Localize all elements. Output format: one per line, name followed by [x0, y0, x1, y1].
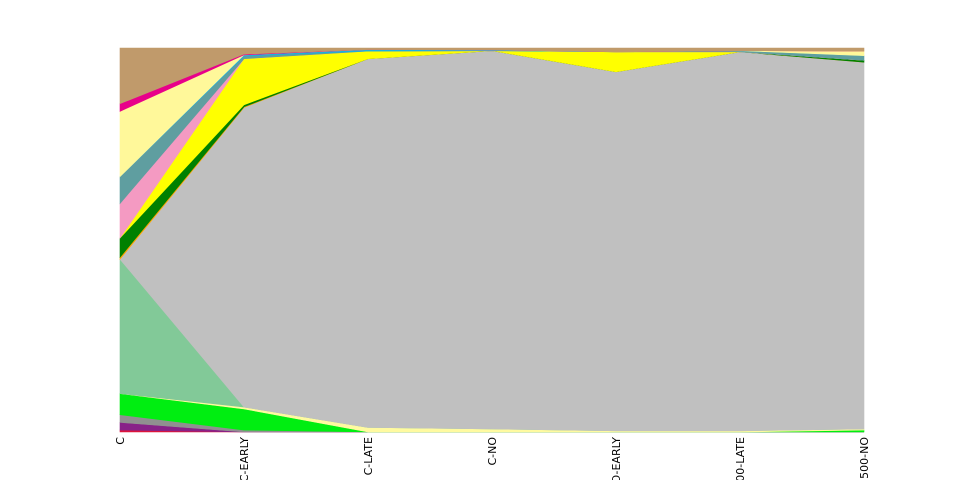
- x-tick-label: 00-LATE: [734, 437, 747, 480]
- area-series-15: [119, 47, 865, 105]
- x-tick-label: 500-NO: [858, 437, 871, 479]
- x-tick-label: C-EARLY: [238, 437, 251, 480]
- x-tick-label: C-LATE: [362, 437, 375, 475]
- x-tick-label: C: [114, 437, 127, 445]
- x-tick-label: C-NO: [486, 437, 499, 466]
- area-layer: [119, 47, 865, 433]
- x-tick-label: O-EARLY: [610, 437, 623, 480]
- x-axis-ticks: C C-EARLY C-LATE C-NO O-EARLY 00-LATE 500-NO: [114, 437, 871, 484]
